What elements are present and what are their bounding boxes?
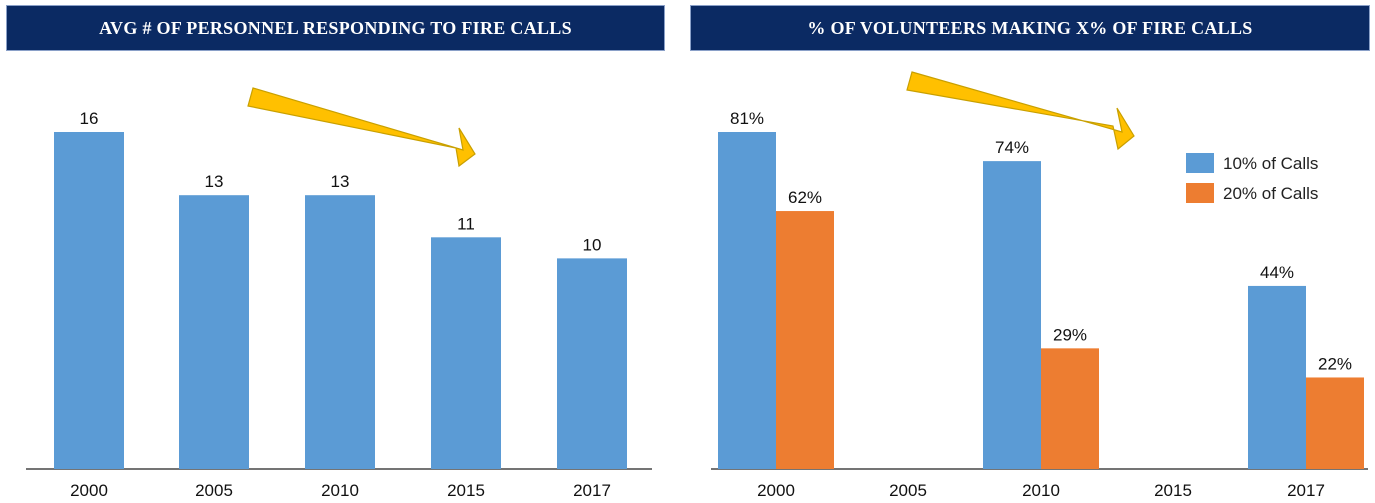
data-label-2010-10pct: 74% bbox=[995, 138, 1029, 157]
bar-2000-10pct bbox=[718, 132, 776, 469]
data-label-2000: 16 bbox=[80, 109, 99, 128]
legend-label-20-percent: 20% of Calls bbox=[1223, 184, 1318, 203]
x-tick-2015: 2015 bbox=[447, 481, 485, 500]
data-label-2010-20pct: 29% bbox=[1053, 325, 1087, 344]
bar-2000 bbox=[54, 132, 124, 469]
x-tick-2015: 2015 bbox=[1154, 481, 1192, 500]
legend-swatch-20-percent bbox=[1186, 183, 1214, 203]
data-label-2017-10pct: 44% bbox=[1260, 263, 1294, 282]
x-tick-2017: 2017 bbox=[1287, 481, 1325, 500]
left-chart: 16 2000 13 2005 13 2010 11 2015 10 2017 bbox=[26, 87, 652, 500]
x-tick-2005: 2005 bbox=[195, 481, 233, 500]
bar-2005 bbox=[179, 195, 249, 469]
legend-label-10-percent: 10% of Calls bbox=[1223, 154, 1318, 173]
bar-2017 bbox=[557, 258, 627, 469]
x-tick-2017: 2017 bbox=[573, 481, 611, 500]
legend: 10% of Calls 20% of Calls bbox=[1186, 153, 1318, 203]
legend-swatch-10-percent bbox=[1186, 153, 1214, 173]
right-trend-arrow bbox=[906, 71, 1135, 151]
data-label-2005: 13 bbox=[205, 172, 224, 191]
x-tick-2010: 2010 bbox=[321, 481, 359, 500]
data-label-2000-20pct: 62% bbox=[788, 188, 822, 207]
bar-2017-20pct bbox=[1306, 377, 1364, 469]
x-tick-2000: 2000 bbox=[70, 481, 108, 500]
x-tick-2000: 2000 bbox=[757, 481, 795, 500]
bar-2017-10pct bbox=[1248, 285, 1306, 469]
data-label-2015: 11 bbox=[457, 214, 475, 233]
right-chart: 81% 62% 2000 2005 74% 29% 2010 2015 44% 22% 2017 bbox=[711, 71, 1368, 500]
data-label-2017-20pct: 22% bbox=[1318, 354, 1352, 373]
bar-2010 bbox=[305, 195, 375, 469]
bar-2010-10pct bbox=[983, 161, 1041, 469]
data-label-2000-10pct: 81% bbox=[730, 109, 764, 128]
bar-2010-20pct bbox=[1041, 348, 1099, 469]
bar-2015 bbox=[431, 237, 501, 469]
data-label-2017: 10 bbox=[583, 235, 602, 254]
left-trend-arrow bbox=[247, 87, 476, 168]
x-tick-2010: 2010 bbox=[1022, 481, 1060, 500]
data-label-2010: 13 bbox=[331, 172, 350, 191]
right-chart-title: % OF VOLUNTEERS MAKING X% OF FIRE CALLS bbox=[690, 5, 1370, 51]
bar-2000-20pct bbox=[776, 211, 834, 469]
x-tick-2005: 2005 bbox=[889, 481, 927, 500]
left-chart-title: AVG # OF PERSONNEL RESPONDING TO FIRE CA… bbox=[6, 5, 665, 51]
